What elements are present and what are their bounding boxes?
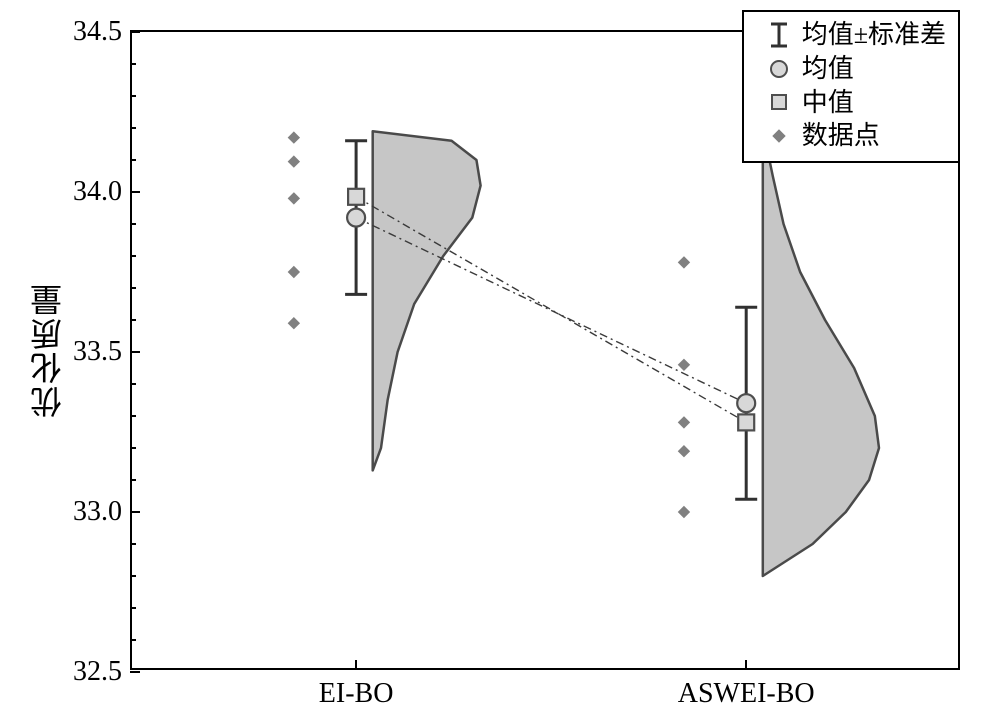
violin-ASWEI-BO bbox=[763, 128, 879, 576]
y-tick-label: 34.5 bbox=[73, 16, 132, 48]
errorbar-icon bbox=[759, 20, 799, 50]
datapoint-icon bbox=[288, 267, 299, 278]
circle-icon bbox=[759, 54, 799, 84]
y-tick-label: 33.5 bbox=[73, 336, 132, 368]
legend-item: 数据点 bbox=[756, 119, 946, 153]
x-tick-label: ASWEI-BO bbox=[678, 668, 815, 710]
y-tick-label: 32.5 bbox=[73, 656, 132, 688]
square-icon bbox=[759, 87, 799, 117]
legend-label: 中值 bbox=[802, 86, 854, 120]
datapoint-icon bbox=[678, 417, 689, 428]
datapoint-icon bbox=[678, 507, 689, 518]
median-marker bbox=[738, 414, 754, 430]
datapoint-icon bbox=[288, 132, 299, 143]
median-marker bbox=[348, 189, 364, 205]
legend: 均值±标准差均值中值数据点 bbox=[742, 10, 960, 163]
violin-EI-BO bbox=[373, 131, 481, 470]
y-axis-label: 优化质量 bbox=[25, 282, 71, 418]
connector-median bbox=[356, 197, 746, 423]
x-tick-label: EI-BO bbox=[319, 668, 394, 710]
legend-item: 中值 bbox=[756, 86, 946, 120]
diamond-icon bbox=[759, 121, 799, 151]
legend-label: 均值±标准差 bbox=[802, 18, 946, 52]
y-tick-label: 33.0 bbox=[73, 496, 132, 528]
datapoint-icon bbox=[678, 359, 689, 370]
datapoint-icon bbox=[678, 257, 689, 268]
legend-item: 均值±标准差 bbox=[756, 18, 946, 52]
datapoint-icon bbox=[288, 193, 299, 204]
legend-label: 均值 bbox=[802, 52, 854, 86]
legend-label: 数据点 bbox=[802, 119, 880, 153]
y-tick-label: 34.0 bbox=[73, 176, 132, 208]
datapoint-icon bbox=[678, 446, 689, 457]
legend-item: 均值 bbox=[756, 52, 946, 86]
datapoint-icon bbox=[288, 318, 299, 329]
datapoint-icon bbox=[288, 156, 299, 167]
mean-marker bbox=[347, 209, 365, 227]
mean-marker bbox=[737, 394, 755, 412]
